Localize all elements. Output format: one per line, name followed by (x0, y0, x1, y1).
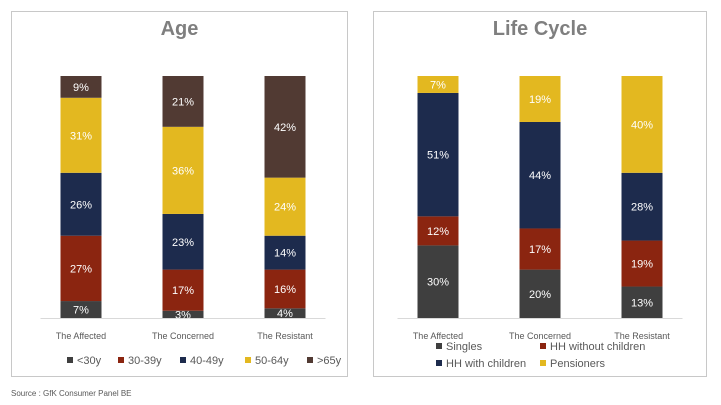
bar-segment (417, 76, 459, 93)
legend-swatch (180, 357, 186, 364)
bar-segment (621, 240, 663, 287)
bar-segment (162, 213, 204, 270)
data-label: 23% (172, 237, 194, 249)
bar-segment (519, 228, 561, 270)
legend-swatch (540, 360, 546, 367)
bar-segment (60, 235, 102, 302)
data-label: 19% (631, 259, 653, 271)
data-label: 12% (427, 226, 449, 238)
legend-item: HH with children (436, 356, 526, 373)
category-label: The Affected (56, 331, 106, 341)
legend-swatch (67, 357, 73, 364)
bar-segment (264, 269, 306, 309)
legend-label: 40-49y (190, 355, 224, 367)
bar-segment (264, 308, 306, 318)
chart-title: Life Cycle (492, 18, 588, 40)
bar-segment (519, 121, 561, 229)
legend-item: Singles (436, 339, 482, 356)
bar-segment (264, 177, 306, 236)
bar-segment (162, 76, 204, 127)
bar-segment (417, 216, 459, 246)
data-label: 13% (631, 297, 653, 309)
age-chart-panel: Age 7% 27% 26% 31% 9% The Affected 3% 17% 23% 36%… (11, 11, 348, 377)
legend-swatch (118, 357, 124, 364)
legend-label: 50-64y (255, 355, 289, 367)
data-label: 7% (73, 305, 89, 317)
data-label: 17% (529, 244, 551, 256)
bar-segment (162, 269, 204, 311)
legend-swatch (307, 357, 313, 364)
legend-swatch (540, 343, 546, 350)
data-label: 20% (529, 289, 551, 301)
data-label: 26% (70, 199, 92, 211)
data-label: 36% (172, 165, 194, 177)
category-label: The Affected (413, 331, 463, 341)
data-label: 16% (274, 284, 296, 296)
legend-item: <30y (67, 353, 101, 370)
data-label: 51% (427, 150, 449, 162)
bar-segment (519, 76, 561, 122)
data-label: 24% (274, 202, 296, 214)
legend-item: 30-39y (118, 353, 162, 370)
data-label: 3% (175, 309, 191, 321)
bar-segment (621, 172, 663, 241)
bar-segment (417, 92, 459, 217)
bar-segment (264, 76, 306, 178)
category-label: The Resistant (614, 331, 670, 341)
category-label: The Concerned (509, 331, 571, 341)
data-label: 7% (430, 79, 446, 91)
data-label: 27% (70, 263, 92, 275)
source-note: Source : GfK Consumer Panel BE (11, 389, 132, 398)
bar-segment (264, 235, 306, 270)
bar-segment (60, 76, 102, 98)
legend-item: 50-64y (245, 353, 289, 370)
data-label: 4% (277, 308, 293, 320)
data-label: 31% (70, 130, 92, 142)
data-label: 40% (631, 119, 653, 131)
bar-segment (621, 76, 663, 173)
bar-segment (60, 172, 102, 236)
legend-item: >65y (307, 353, 341, 370)
legend-label: 30-39y (128, 355, 162, 367)
data-label: 19% (529, 94, 551, 106)
bar-segment (417, 245, 459, 318)
legend-swatch (245, 357, 251, 364)
bar-segment (60, 97, 102, 173)
bar-segment (162, 126, 204, 214)
data-label: 44% (529, 170, 551, 182)
data-label: 21% (172, 96, 194, 108)
life-cycle-chart-plot: 30% 12% 51% 7% The Affected 20% 17% 44% 19% The C… (397, 76, 683, 341)
bar-segment (621, 286, 663, 318)
legend-label: Singles (446, 341, 483, 353)
legend-label: >65y (317, 355, 342, 367)
legend-item: HH without children (540, 339, 645, 356)
legend-label: Pensioners (550, 358, 606, 370)
bar-segment (519, 269, 561, 318)
category-label: The Concerned (152, 331, 214, 341)
legend-label: <30y (77, 355, 102, 367)
data-label: 17% (172, 285, 194, 297)
bar-segment (60, 301, 102, 318)
legend-label: HH with children (446, 358, 527, 370)
data-label: 42% (274, 122, 296, 134)
bar-segment (162, 310, 204, 318)
category-label: The Resistant (257, 331, 313, 341)
life-cycle-chart-panel: Life Cycle 30% 12% 51% 7% The Affected 20% 17%… (373, 11, 707, 377)
data-label: 9% (73, 82, 89, 94)
legend-swatch (436, 360, 442, 367)
legend-label: HH without children (550, 341, 646, 353)
data-label: 30% (427, 277, 449, 289)
legend-item: 40-49y (180, 353, 224, 370)
legend-item: Pensioners (540, 356, 605, 373)
chart-title: Age (160, 18, 199, 40)
data-label: 14% (274, 248, 296, 260)
legend-swatch (436, 343, 442, 350)
data-label: 28% (631, 202, 653, 214)
age-chart-plot: 7% 27% 26% 31% 9% The Affected 3% 17% 23% 36% 21% T… (40, 76, 326, 341)
